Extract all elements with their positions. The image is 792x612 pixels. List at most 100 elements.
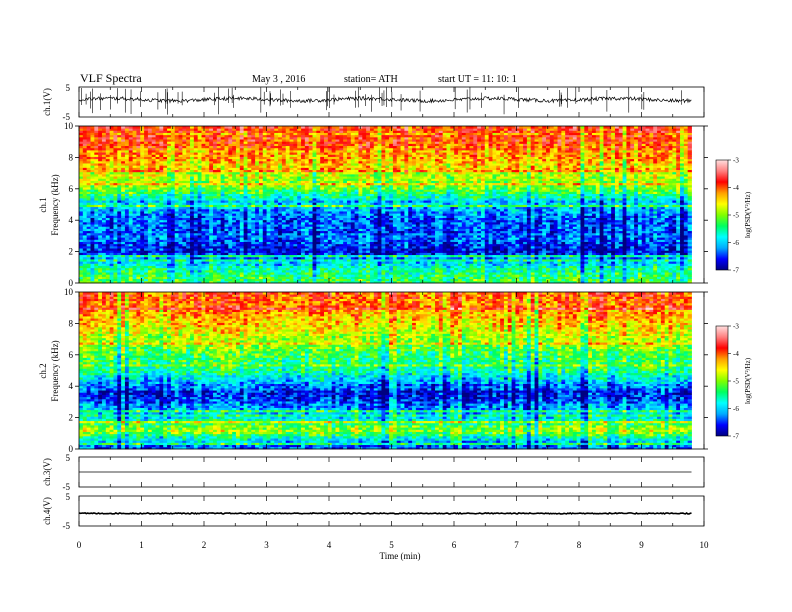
spectrogram-cell (247, 263, 252, 266)
spectrogram-cell (201, 226, 206, 229)
spectrogram-cell (565, 248, 570, 251)
spectrogram-cell (415, 267, 421, 271)
spectrogram-cell (320, 241, 325, 245)
spectrogram-cell (251, 280, 256, 284)
spectrogram-cell (251, 226, 256, 229)
spectrogram-cell (144, 248, 149, 251)
spectrogram-cell (366, 239, 371, 242)
spectrogram-cell (170, 269, 176, 273)
spectrogram-cell (446, 243, 451, 247)
spectrogram-cell (442, 237, 447, 240)
spectrogram-cell (626, 263, 631, 266)
spectrogram-cell (343, 263, 348, 266)
spectrogram-cell (354, 278, 359, 282)
spectrogram-cell (285, 239, 290, 242)
spectrogram-cell (79, 278, 84, 282)
spectrogram-cell (603, 280, 608, 284)
spectrogram-cell (216, 252, 222, 256)
spectrogram-cell (503, 237, 509, 240)
spectrogram-cell (519, 261, 524, 264)
spectrogram-cell (450, 259, 455, 262)
spectrogram-cell (630, 280, 635, 284)
spectrogram-cell (174, 248, 179, 251)
spectrogram-cell (381, 259, 386, 262)
spectrogram-cell (503, 252, 509, 256)
spectrogram-cell (672, 276, 677, 280)
spectrogram-cell (186, 274, 191, 277)
spectrogram-cell (503, 248, 509, 251)
spectrogram-cell (431, 245, 436, 249)
spectrogram-cell (289, 232, 294, 236)
spectrogram-cell (82, 239, 88, 242)
spectrogram-cell (404, 224, 409, 227)
spectrogram-cell (193, 239, 199, 242)
spectrogram-cell (461, 235, 467, 238)
spectrogram-cell (676, 269, 681, 273)
spectrogram-cell (500, 245, 505, 249)
spectrogram-cell (212, 250, 218, 253)
spectrogram-cell (530, 254, 535, 258)
spectrogram-cell (622, 232, 627, 236)
spectrogram-cell (507, 250, 512, 253)
spectrogram-cell (496, 230, 501, 234)
spectrogram-cell (530, 265, 535, 269)
spectrogram-cell (614, 280, 620, 284)
spectrogram-cell (109, 237, 114, 240)
spectrogram-cell (595, 224, 601, 227)
spectrogram-cell (438, 263, 444, 266)
spectrogram-cell (442, 224, 447, 227)
spectrogram-cell (415, 261, 421, 264)
spectrogram-cell (193, 267, 199, 271)
spectrogram-cell (649, 280, 654, 284)
spectrogram-cell (538, 269, 543, 273)
spectrogram-cell (488, 235, 493, 238)
spectrogram-cell (82, 224, 88, 227)
spectrogram-cell (534, 272, 539, 275)
spectrogram-cell (680, 232, 685, 236)
spectrogram-cell (381, 267, 386, 271)
spectrogram-cell (603, 235, 608, 238)
spectrogram-cell (220, 239, 225, 242)
spectrogram-cell (190, 261, 195, 264)
spectrogram-cell (220, 276, 225, 280)
spectrogram-cell (477, 228, 482, 232)
spectrogram-cell (534, 278, 539, 282)
spectrogram-cell (607, 232, 612, 236)
spectrogram-cell (255, 274, 260, 277)
spectrogram-cell (412, 267, 417, 271)
spectrogram-cell (190, 241, 195, 245)
spectrogram-cell (576, 226, 581, 229)
spectrogram-cell (649, 226, 654, 229)
spectrogram-cell (239, 274, 245, 277)
spectrogram-cell (561, 235, 566, 238)
spectrogram-cell (553, 235, 558, 238)
spectrogram-cell (278, 276, 283, 280)
spectrogram-cell (301, 261, 306, 264)
spectrogram-cell (419, 250, 424, 253)
spectrogram-cell (346, 265, 352, 269)
spectrogram-cell (243, 226, 248, 229)
spectrogram-cell (465, 250, 470, 253)
spectrogram-cell (79, 263, 84, 266)
spectrogram-cell (155, 228, 160, 232)
spectrogram-cell (542, 280, 547, 284)
spectrogram-cell (404, 274, 409, 277)
spectrogram-cell (500, 256, 505, 260)
spectrogram-cell (324, 239, 329, 242)
spectrogram-cell (212, 224, 218, 227)
spectrogram-cell (431, 261, 436, 264)
spectrogram-cell (124, 263, 130, 266)
spectrogram-cell (170, 265, 176, 269)
spectrogram-cell (431, 252, 436, 256)
spectrogram-cell (228, 226, 233, 229)
spectrogram-cell (301, 259, 306, 262)
spectrogram-cell (637, 272, 643, 275)
spectrogram-cell (212, 256, 218, 260)
spectrogram-cell (496, 248, 501, 251)
spectrogram-cell (618, 224, 623, 227)
spectrogram-cell (427, 235, 432, 238)
spectrogram-cell (507, 232, 512, 236)
spectrogram-cell (649, 243, 654, 247)
spectrogram-cell (473, 226, 478, 229)
